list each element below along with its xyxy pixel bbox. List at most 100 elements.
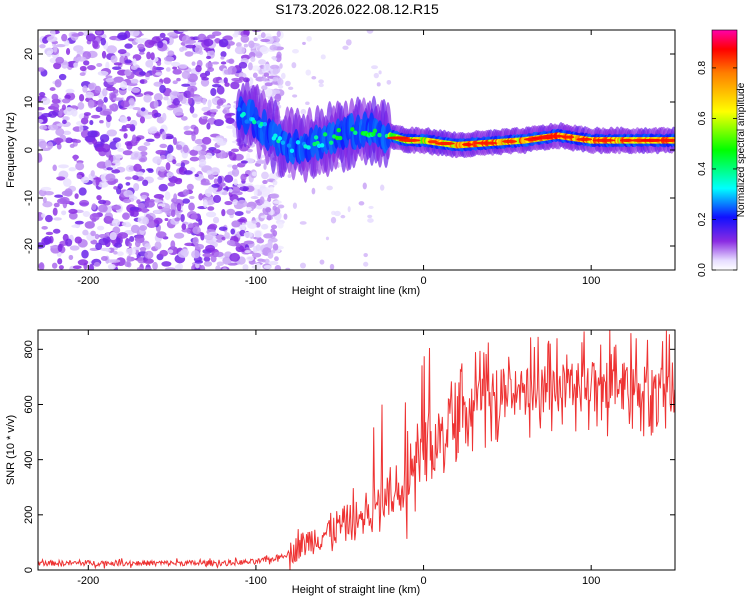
ridge-peak <box>592 138 616 142</box>
noise-speckle <box>132 106 141 111</box>
noise-speckle <box>224 200 233 206</box>
noise-speckle <box>195 64 202 73</box>
noise-speckle <box>288 86 294 90</box>
noise-speckle <box>272 76 278 82</box>
noise-speckle <box>117 183 123 190</box>
noise-speckle <box>57 243 63 252</box>
noise-speckle <box>115 257 126 266</box>
noise-speckle <box>261 259 266 263</box>
noise-speckle <box>142 179 149 187</box>
noise-speckle <box>142 216 149 225</box>
ridge-peak <box>541 134 566 138</box>
noise-speckle <box>65 48 71 55</box>
noise-speckle <box>306 35 312 42</box>
noise-speckle <box>183 170 193 175</box>
noise-speckle <box>119 128 128 132</box>
noise-speckle <box>166 171 174 177</box>
colorbar-gradient <box>712 30 737 270</box>
noise-speckle <box>120 100 131 108</box>
noise-speckle <box>153 112 162 118</box>
noise-speckle <box>74 193 79 199</box>
noise-speckle <box>194 138 205 145</box>
ridge-peak <box>386 136 411 140</box>
noise-speckle <box>112 226 121 234</box>
noise-speckle <box>205 62 213 69</box>
noise-speckle <box>38 92 46 97</box>
noise-speckle <box>52 164 57 172</box>
noise-speckle <box>105 248 111 252</box>
noise-speckle <box>134 240 141 248</box>
noise-speckle <box>50 245 60 249</box>
ridge-peak <box>474 141 498 145</box>
noise-speckle <box>53 137 64 144</box>
noise-speckle <box>234 30 239 36</box>
noise-speckle <box>228 58 235 65</box>
noise-speckle <box>63 178 72 187</box>
noise-speckle <box>99 110 111 116</box>
noise-speckle <box>105 61 110 70</box>
noise-speckle <box>283 213 288 220</box>
noise-speckle <box>259 196 265 205</box>
noise-speckle <box>53 62 62 70</box>
noise-speckle <box>157 40 164 49</box>
noise-speckle <box>292 94 298 98</box>
noise-speckle <box>73 45 84 52</box>
noise-speckle <box>92 40 99 49</box>
noise-speckle <box>300 108 307 115</box>
noise-speckle <box>143 94 152 103</box>
noise-speckle <box>198 150 207 156</box>
noise-speckle <box>181 83 191 87</box>
noise-speckle <box>129 206 140 212</box>
noise-speckle <box>225 117 235 124</box>
noise-speckle <box>102 87 108 97</box>
noise-speckle <box>170 209 176 218</box>
noise-speckle <box>263 87 273 97</box>
noise-speckle <box>96 161 108 169</box>
noise-speckle <box>255 51 263 59</box>
noise-speckle <box>113 186 118 190</box>
noise-speckle <box>260 32 266 39</box>
noise-speckle <box>218 226 228 231</box>
noise-speckle <box>255 205 264 210</box>
noise-speckle <box>113 62 122 66</box>
noise-speckle <box>74 220 84 225</box>
noise-speckle <box>137 202 146 209</box>
noise-speckle <box>53 217 62 221</box>
noise-speckle <box>250 56 256 63</box>
noise-speckle <box>111 204 122 211</box>
noise-speckle <box>305 69 312 76</box>
noise-speckle <box>117 32 128 41</box>
ridge-core <box>328 140 334 145</box>
noise-speckle <box>181 70 191 80</box>
noise-speckle <box>97 181 109 188</box>
noise-speckle <box>54 79 62 88</box>
noise-speckle <box>258 59 267 65</box>
noise-speckle <box>227 164 234 168</box>
noise-speckle <box>200 182 211 186</box>
noise-speckle <box>272 57 278 61</box>
noise-speckle <box>271 249 276 254</box>
noise-speckle <box>167 32 178 37</box>
noise-speckle <box>347 206 351 213</box>
ridge-peak <box>640 138 664 142</box>
noise-speckle <box>161 261 172 267</box>
noise-speckle <box>79 94 85 102</box>
noise-speckle <box>216 99 224 106</box>
noise-speckle <box>69 143 75 148</box>
noise-speckle <box>292 49 299 54</box>
noise-speckle <box>270 64 280 70</box>
noise-speckle <box>43 47 54 55</box>
noise-speckle <box>259 46 270 54</box>
noise-speckle <box>56 123 67 127</box>
noise-speckle <box>318 83 324 88</box>
noise-speckle <box>227 67 232 75</box>
noise-speckle <box>189 195 195 200</box>
colorbar: 0.0 0.2 0.4 0.6 0.8 Normalized spectral ampl… <box>697 29 747 277</box>
spectrogram-ytick-label: 0 <box>23 147 35 153</box>
noise-speckle <box>199 72 208 79</box>
noise-speckle <box>38 67 45 72</box>
noise-speckle <box>95 106 103 113</box>
noise-speckle <box>75 162 85 171</box>
noise-speckle <box>49 87 56 91</box>
noise-speckle <box>211 183 220 188</box>
